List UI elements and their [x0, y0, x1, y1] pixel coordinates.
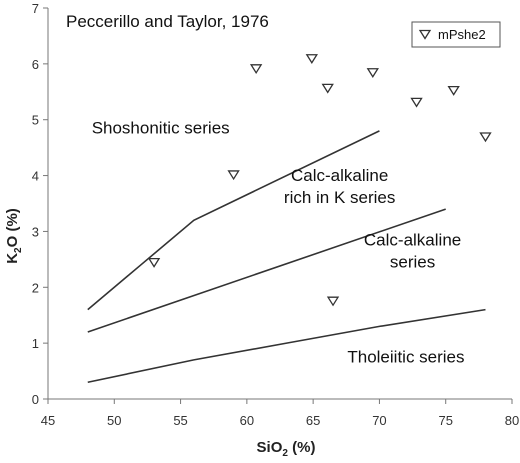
data-point [249, 64, 263, 75]
x-tick-label: 65 [306, 413, 320, 428]
data-point [227, 170, 240, 181]
x-tick-label: 50 [107, 413, 121, 428]
data-point [321, 83, 334, 94]
data-point [447, 85, 460, 96]
data-point [305, 54, 318, 64]
data-point [326, 296, 340, 307]
y-tick-label: 0 [32, 392, 39, 407]
x-tick-label: 80 [505, 413, 519, 428]
y-tick-label: 4 [32, 169, 39, 184]
boundary-line-2 [87, 208, 446, 333]
region-label-3: Calc-alkaline series [364, 230, 461, 271]
region-label-1: Shoshonitic series [92, 119, 230, 138]
chart-title: Peccerillo and Taylor, 1976 [66, 12, 269, 31]
y-axis-title: K2O (%) [4, 208, 24, 264]
legend-label: mPshe2 [438, 27, 486, 42]
y-tick-label: 5 [32, 113, 39, 128]
boundary-line-1 [87, 130, 380, 311]
legend: mPshe2 [411, 21, 501, 48]
y-tick-label: 2 [32, 280, 39, 295]
y-tick-label: 3 [32, 224, 39, 239]
y-tick-label: 6 [32, 57, 39, 72]
x-tick-label: 75 [438, 413, 452, 428]
x-tick-label: 60 [240, 413, 254, 428]
x-axis-title: SiO2 (%) [257, 439, 316, 459]
y-tick-label: 7 [32, 1, 39, 16]
x-tick-label: 55 [173, 413, 187, 428]
data-points [147, 54, 492, 307]
data-point [410, 97, 423, 108]
region-label-4: Tholeiitic series [347, 348, 464, 367]
region-label-2: Calc-alkaline rich in K series [284, 166, 395, 207]
boundary-line-3 [87, 308, 486, 384]
x-tick-label: 70 [372, 413, 386, 428]
region-labels: Shoshonitic series Calc-alkaline rich in K… [92, 119, 465, 367]
data-point [147, 257, 161, 268]
x-tick-label: 45 [41, 413, 55, 428]
data-point [479, 132, 492, 143]
series-boundary-lines [87, 130, 486, 384]
data-point [366, 68, 379, 78]
y-tick-label: 1 [32, 336, 39, 351]
legend-marker-triangle-down [418, 29, 432, 40]
